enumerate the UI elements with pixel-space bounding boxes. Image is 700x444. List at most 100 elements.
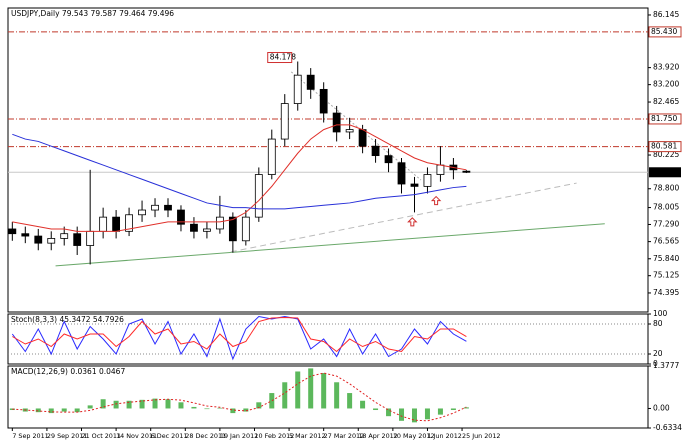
y-tick-label: 0.00 bbox=[653, 403, 670, 412]
candle-body bbox=[73, 233, 82, 246]
y-tick-label: 100 bbox=[653, 309, 668, 318]
histogram-bar bbox=[178, 402, 184, 409]
histogram-bar bbox=[139, 399, 145, 409]
candle-body bbox=[86, 230, 95, 246]
y-tick-label: 77.290 bbox=[653, 219, 679, 228]
level-label: 81.750 bbox=[651, 114, 677, 123]
panel bbox=[7, 313, 649, 365]
level-label-box bbox=[648, 26, 682, 38]
y-tick-label: 75.125 bbox=[653, 271, 679, 280]
candle-body bbox=[47, 238, 56, 244]
histogram-bar bbox=[282, 382, 288, 409]
y-tick-label: 82.465 bbox=[653, 97, 679, 106]
histogram-bar bbox=[204, 408, 210, 410]
y-tick-label: 78.800 bbox=[653, 184, 679, 193]
x-tick-label: 10 May 2012 bbox=[393, 432, 435, 440]
histogram-bar bbox=[321, 373, 327, 409]
candle-body bbox=[280, 103, 289, 140]
y-tick-label: 80 bbox=[653, 319, 663, 328]
histogram-bar bbox=[450, 408, 456, 411]
y-tick-label: 83.200 bbox=[653, 80, 679, 89]
y-tick-label: 74.395 bbox=[653, 288, 679, 297]
y-tick-label: 20 bbox=[653, 349, 663, 358]
candle-body bbox=[190, 223, 198, 232]
x-tick-label: 6 Dec 2011 bbox=[151, 432, 188, 440]
panel-title: USDJPY,Daily 79.543 79.587 79.464 79.496 bbox=[11, 9, 174, 18]
candle-body bbox=[397, 162, 406, 185]
candle-body bbox=[241, 216, 250, 242]
histogram-bar bbox=[230, 408, 236, 414]
histogram-bar bbox=[165, 399, 171, 409]
last-price-box bbox=[649, 167, 681, 178]
signal-line bbox=[12, 372, 467, 422]
panel bbox=[7, 7, 649, 313]
y-tick-label: 75.840 bbox=[653, 254, 679, 263]
level-label-box bbox=[648, 141, 682, 153]
y-tick-label: 76.565 bbox=[653, 237, 679, 246]
histogram-bar bbox=[334, 382, 340, 409]
histogram-bar bbox=[373, 408, 379, 411]
y-tick-label: 78.005 bbox=[653, 203, 679, 212]
trendline bbox=[230, 182, 577, 253]
y-tick-label: 1.3777 bbox=[653, 361, 679, 370]
histogram-bar bbox=[295, 371, 301, 409]
histogram-bar bbox=[424, 408, 430, 420]
histogram-bar bbox=[411, 408, 417, 423]
panel-title: MACD(12,26,9) 0.0361 0.0467 bbox=[11, 367, 125, 376]
y-tick-label: -0.6334 bbox=[653, 423, 682, 432]
level-label: 85.430 bbox=[651, 27, 677, 36]
candle-body bbox=[319, 88, 328, 114]
candle-body bbox=[410, 183, 419, 187]
candle-body bbox=[254, 174, 263, 218]
candle-body bbox=[332, 112, 341, 133]
histogram-bar bbox=[113, 400, 119, 409]
histogram-bar bbox=[256, 402, 262, 409]
moving-average bbox=[12, 133, 467, 210]
arrow bbox=[430, 195, 442, 206]
x-tick-label: 21 Oct 2011 bbox=[82, 432, 122, 440]
candle-body bbox=[267, 138, 276, 175]
candle-body bbox=[164, 204, 172, 211]
x-tick-label: 7 Sep 2011 bbox=[12, 432, 48, 440]
x-tick-label: 1 Jun 2012 bbox=[427, 432, 461, 440]
histogram-bar bbox=[74, 408, 80, 413]
last-price-label: 79.496 bbox=[651, 167, 677, 176]
x-tick-label: 27 Mar 2012 bbox=[324, 432, 365, 440]
x-tick-label: 29 Sep 2011 bbox=[47, 432, 88, 440]
y-tick-label: 0 bbox=[653, 359, 658, 368]
candle-body bbox=[8, 228, 17, 235]
histogram-bar bbox=[269, 393, 275, 409]
candle-body bbox=[112, 216, 121, 232]
histogram-bar bbox=[347, 393, 353, 409]
candle-body bbox=[177, 209, 185, 225]
x-tick-label: 19 Jan 2012 bbox=[220, 432, 258, 440]
histogram-bar bbox=[61, 408, 67, 412]
histogram-bar bbox=[217, 407, 223, 409]
histogram-bar bbox=[308, 368, 314, 409]
candle-body bbox=[21, 233, 30, 237]
candle-body bbox=[228, 216, 237, 242]
histogram-bar bbox=[152, 398, 158, 409]
candle-body bbox=[203, 228, 211, 232]
histogram-bar bbox=[243, 408, 249, 412]
candle-body bbox=[358, 129, 367, 147]
y-tick-label: 86.145 bbox=[653, 10, 679, 19]
histogram-bar bbox=[35, 408, 41, 413]
candle-body bbox=[60, 233, 69, 239]
candle-body bbox=[151, 204, 159, 211]
x-tick-label: 18 Apr 2012 bbox=[358, 432, 398, 440]
trendline bbox=[290, 71, 422, 181]
histogram-bar bbox=[360, 400, 366, 409]
histogram-bar bbox=[437, 408, 443, 415]
trendline bbox=[55, 223, 605, 267]
candle-body bbox=[138, 209, 146, 216]
candle-body bbox=[423, 174, 432, 187]
annotation-box bbox=[267, 52, 293, 64]
moving-average bbox=[12, 124, 467, 232]
panel bbox=[7, 365, 649, 429]
histogram-bar bbox=[386, 408, 392, 417]
candle-body bbox=[125, 214, 133, 232]
candle-body bbox=[306, 74, 315, 90]
x-tick-label: 25 Jun 2012 bbox=[462, 432, 500, 440]
